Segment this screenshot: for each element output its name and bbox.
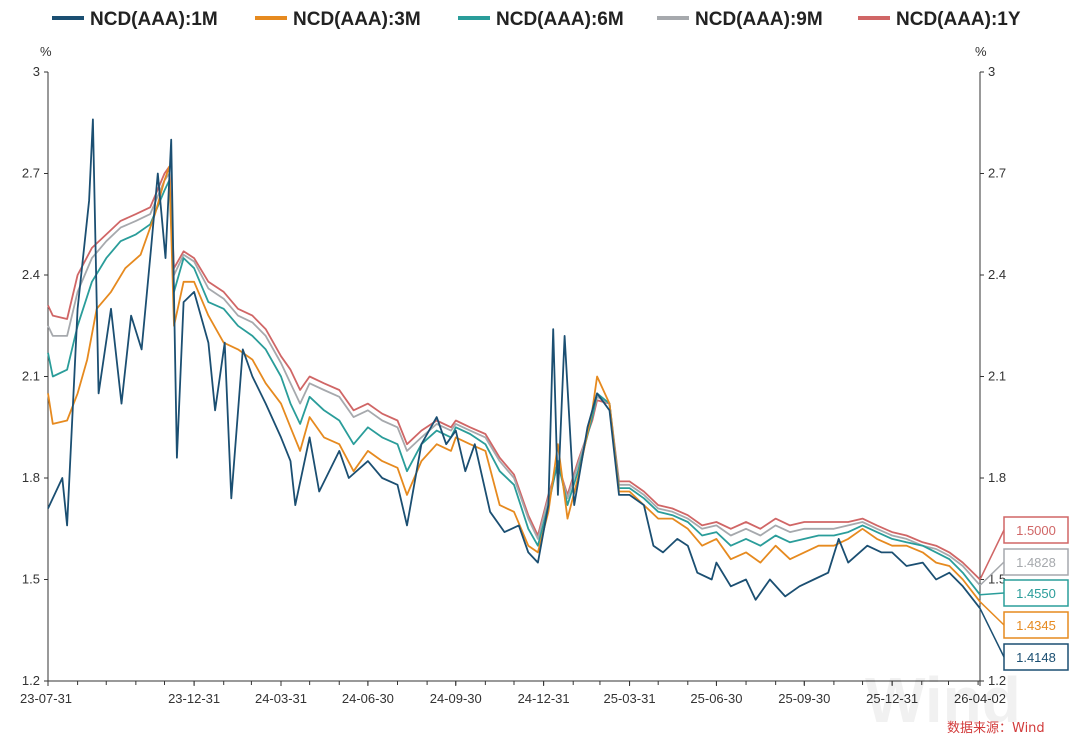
series-line-ncd-aaa-1m (47, 118, 981, 609)
end-label-value: 1.5000 (1016, 523, 1056, 538)
end-label-leader (979, 561, 1005, 586)
legend-label: NCD(AAA):1Y (896, 9, 1021, 30)
x-ticks: 23-07-31 23-12-31 24-03-31 24-06-30 24-09-30… (20, 681, 1006, 706)
end-label-leader (979, 607, 1005, 658)
x-tick-label: 24-03-31 (255, 691, 307, 706)
x-tick-label: 25-06-30 (690, 691, 742, 706)
end-label-value: 1.4828 (1016, 555, 1056, 570)
y-axis-unit-left: % (40, 44, 52, 59)
source-note: 数据来源：Wind (947, 721, 1045, 736)
end-label-value: 1.4550 (1016, 586, 1056, 601)
x-tick-label: 25-03-31 (604, 691, 656, 706)
end-label-value: 1.4345 (1016, 618, 1056, 633)
legend-label: NCD(AAA):9M (695, 9, 823, 30)
y-tick-right-label: 2.1 (988, 369, 1006, 384)
legend-label: NCD(AAA):6M (496, 9, 624, 30)
y-tick-right-label: 1.8 (988, 470, 1006, 485)
y-tick-left-label: 2.4 (22, 267, 40, 282)
y-ticks-left: 1.2 1.5 1.8 2.1 2.4 2.7 3 (22, 64, 48, 688)
x-tick-label: 23-12-31 (168, 691, 220, 706)
y-tick-right-label: 1.5 (988, 572, 1006, 587)
y-tick-left-label: 1.8 (22, 470, 40, 485)
y-axis-unit-right: % (975, 44, 987, 59)
end-label-leader (979, 529, 1005, 580)
y-tick-right-label: 2.4 (988, 267, 1006, 282)
series-line-ncd-aaa-9m (47, 172, 981, 586)
legend-label: NCD(AAA):3M (293, 9, 421, 30)
x-tick-label: 24-09-30 (430, 691, 482, 706)
y-tick-right-label: 3 (988, 64, 995, 79)
y-ticks-right: 1.2 1.5 1.8 2.1 2.4 2.7 3 (980, 64, 1006, 688)
end-label-value: 1.4148 (1016, 650, 1056, 665)
y-tick-left-label: 1.2 (22, 673, 40, 688)
end-label-box (1003, 579, 1069, 607)
end-label-box (1003, 611, 1069, 639)
x-tick-label: 25-09-30 (778, 691, 830, 706)
end-label-box (1003, 643, 1069, 671)
y-tick-left-label: 2.1 (22, 369, 40, 384)
legend: NCD(AAA):1M NCD(AAA):3M NCD(AAA):6M NCD(AAA… (52, 9, 1021, 30)
x-tick-label: 23-07-31 (20, 691, 72, 706)
x-tick-label: 24-12-31 (518, 691, 570, 706)
watermark: Wind (865, 664, 1021, 736)
x-tick-label: 24-06-30 (342, 691, 394, 706)
series-line-ncd-aaa-3m (47, 165, 981, 603)
series-lines (47, 118, 981, 609)
legend-label: NCD(AAA):1M (90, 9, 218, 30)
x-tick-label: 26-04-02 (954, 691, 1006, 706)
y-tick-left-label: 2.7 (22, 166, 40, 181)
y-tick-right-label: 2.7 (988, 166, 1006, 181)
end-label-leader (979, 592, 1005, 596)
end-label-leader (979, 601, 1005, 626)
end-label-box (1003, 548, 1069, 576)
y-tick-left-label: 3 (33, 64, 40, 79)
y-tick-left-label: 1.5 (22, 572, 40, 587)
series-line-ncd-aaa-6m (47, 179, 981, 596)
x-tick-label: 25-12-31 (866, 691, 918, 706)
series-line-ncd-aaa-1y (47, 165, 981, 581)
end-labels: 1.5000 1.4828 1.4550 1.4345 1.4148 (979, 516, 1069, 671)
axes (47, 72, 981, 682)
y-tick-right-label: 1.2 (988, 673, 1006, 688)
end-label-box (1003, 516, 1069, 544)
